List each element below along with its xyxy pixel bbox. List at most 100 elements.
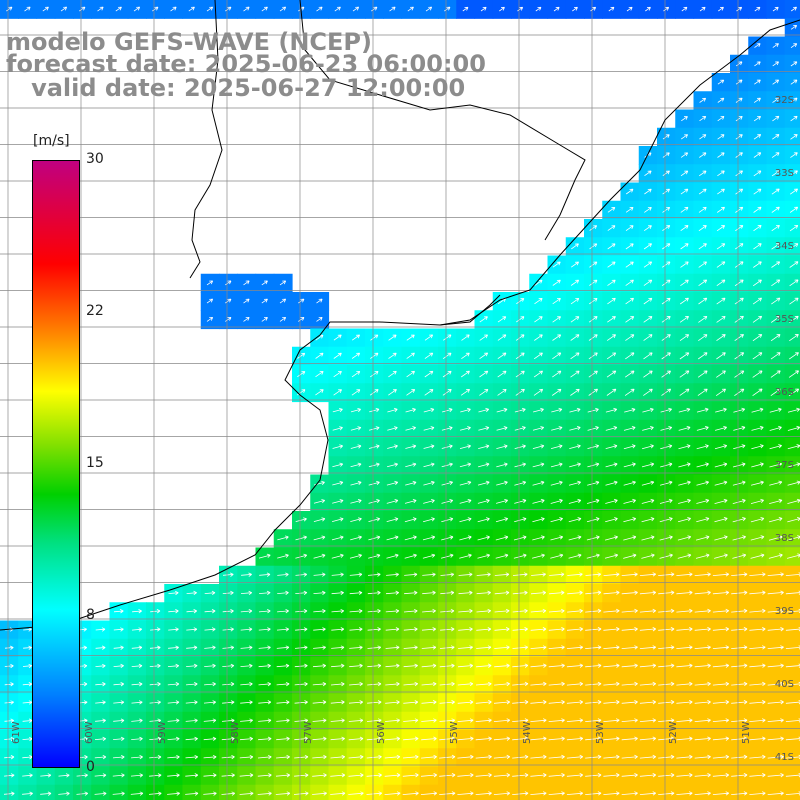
wind-vector bbox=[733, 444, 746, 450]
wind-vector bbox=[477, 535, 490, 541]
wind-cell bbox=[292, 292, 311, 311]
wind-cell bbox=[237, 0, 257, 19]
wind-vector bbox=[349, 645, 363, 650]
wind-cell bbox=[748, 219, 768, 238]
wind-cell bbox=[711, 273, 731, 293]
wind-vector bbox=[677, 517, 691, 523]
wind-vector bbox=[512, 572, 528, 577]
wind-cell bbox=[565, 784, 585, 800]
wind-vector bbox=[348, 700, 364, 705]
wind-vector bbox=[643, 334, 653, 341]
wind-cell bbox=[748, 292, 768, 311]
wind-vector bbox=[680, 243, 689, 250]
wind-cell bbox=[730, 328, 749, 348]
wind-vector bbox=[294, 681, 308, 687]
wind-cell bbox=[693, 0, 713, 19]
wind-vector bbox=[407, 6, 414, 12]
wind-vector bbox=[439, 645, 455, 650]
wind-cell bbox=[657, 346, 676, 366]
wind-vector bbox=[421, 754, 437, 760]
wind-vector bbox=[331, 663, 345, 668]
wind-vector bbox=[131, 736, 143, 742]
wind-cell bbox=[748, 164, 768, 184]
wind-cell bbox=[401, 784, 421, 800]
wind-vector bbox=[534, 316, 543, 323]
wind-cell bbox=[748, 127, 768, 147]
wind-vector bbox=[603, 645, 620, 650]
wind-cell bbox=[784, 36, 800, 56]
wind-vector bbox=[621, 572, 638, 577]
wind-vector bbox=[551, 407, 563, 413]
wind-cell bbox=[438, 784, 457, 800]
wind-vector bbox=[258, 645, 271, 650]
wind-vector bbox=[479, 370, 489, 378]
wind-vector bbox=[494, 645, 510, 650]
wind-cell bbox=[584, 310, 603, 330]
wind-vector bbox=[566, 663, 584, 668]
wind-vector bbox=[787, 535, 800, 541]
wind-vector bbox=[493, 718, 511, 723]
wind-vector bbox=[589, 279, 598, 286]
wind-cell bbox=[419, 784, 439, 800]
wind-cell bbox=[748, 200, 768, 220]
wind-vector bbox=[623, 480, 636, 486]
wind-vector bbox=[717, 97, 725, 103]
wind-cell bbox=[456, 365, 476, 384]
wind-vector bbox=[477, 462, 490, 468]
wind-vector bbox=[552, 316, 561, 323]
wind-vector bbox=[441, 407, 453, 413]
wind-vector bbox=[785, 773, 800, 778]
wind-vector bbox=[588, 370, 598, 378]
wind-vector bbox=[570, 352, 580, 360]
wind-vector bbox=[294, 700, 308, 705]
wind-vector bbox=[512, 700, 529, 705]
wind-vector bbox=[403, 627, 418, 632]
wind-cell bbox=[565, 273, 585, 293]
wind-cell bbox=[657, 146, 676, 165]
wind-cell bbox=[547, 292, 567, 311]
wind-cell bbox=[657, 328, 676, 348]
wind-vector bbox=[404, 590, 418, 595]
wind-cell bbox=[748, 255, 768, 275]
wind-vector bbox=[770, 315, 781, 323]
wind-cell bbox=[693, 292, 713, 311]
wind-vector bbox=[623, 498, 636, 504]
wind-vector bbox=[204, 627, 216, 632]
wind-vector bbox=[332, 499, 344, 504]
wind-vector bbox=[387, 407, 398, 413]
wind-vector bbox=[712, 645, 730, 650]
wind-cell bbox=[365, 383, 384, 403]
wind-cell bbox=[383, 365, 403, 384]
wind-vector bbox=[294, 754, 309, 760]
wind-cell bbox=[675, 784, 695, 800]
wind-vector bbox=[552, 261, 561, 268]
wind-vector bbox=[714, 444, 728, 450]
wind-vector bbox=[694, 700, 711, 705]
colorbar-tick: 8 bbox=[86, 607, 95, 623]
wind-vector bbox=[457, 754, 474, 760]
wind-vector bbox=[530, 681, 547, 687]
wind-vector bbox=[168, 627, 179, 632]
wind-vector bbox=[406, 370, 415, 378]
wind-cell bbox=[784, 219, 800, 238]
wind-vector bbox=[662, 225, 671, 232]
wind-cell bbox=[602, 365, 622, 384]
wind-vector bbox=[4, 773, 15, 778]
wind-vector bbox=[750, 553, 765, 559]
wind-cell bbox=[292, 383, 311, 403]
wind-vector bbox=[603, 736, 620, 741]
wind-vector bbox=[712, 736, 730, 741]
wind-vector bbox=[789, 206, 799, 213]
wind-vector bbox=[221, 718, 235, 723]
wind-vector bbox=[678, 462, 691, 468]
wind-vector bbox=[550, 553, 564, 559]
wind-vector bbox=[550, 535, 564, 541]
wind-vector bbox=[203, 773, 217, 778]
wind-vector bbox=[239, 754, 254, 760]
wind-vector bbox=[334, 6, 341, 12]
wind-cell bbox=[438, 346, 457, 366]
wind-vector bbox=[4, 645, 14, 650]
wind-vector bbox=[714, 535, 728, 541]
wind-cell bbox=[438, 383, 457, 403]
wind-cell bbox=[109, 784, 129, 800]
